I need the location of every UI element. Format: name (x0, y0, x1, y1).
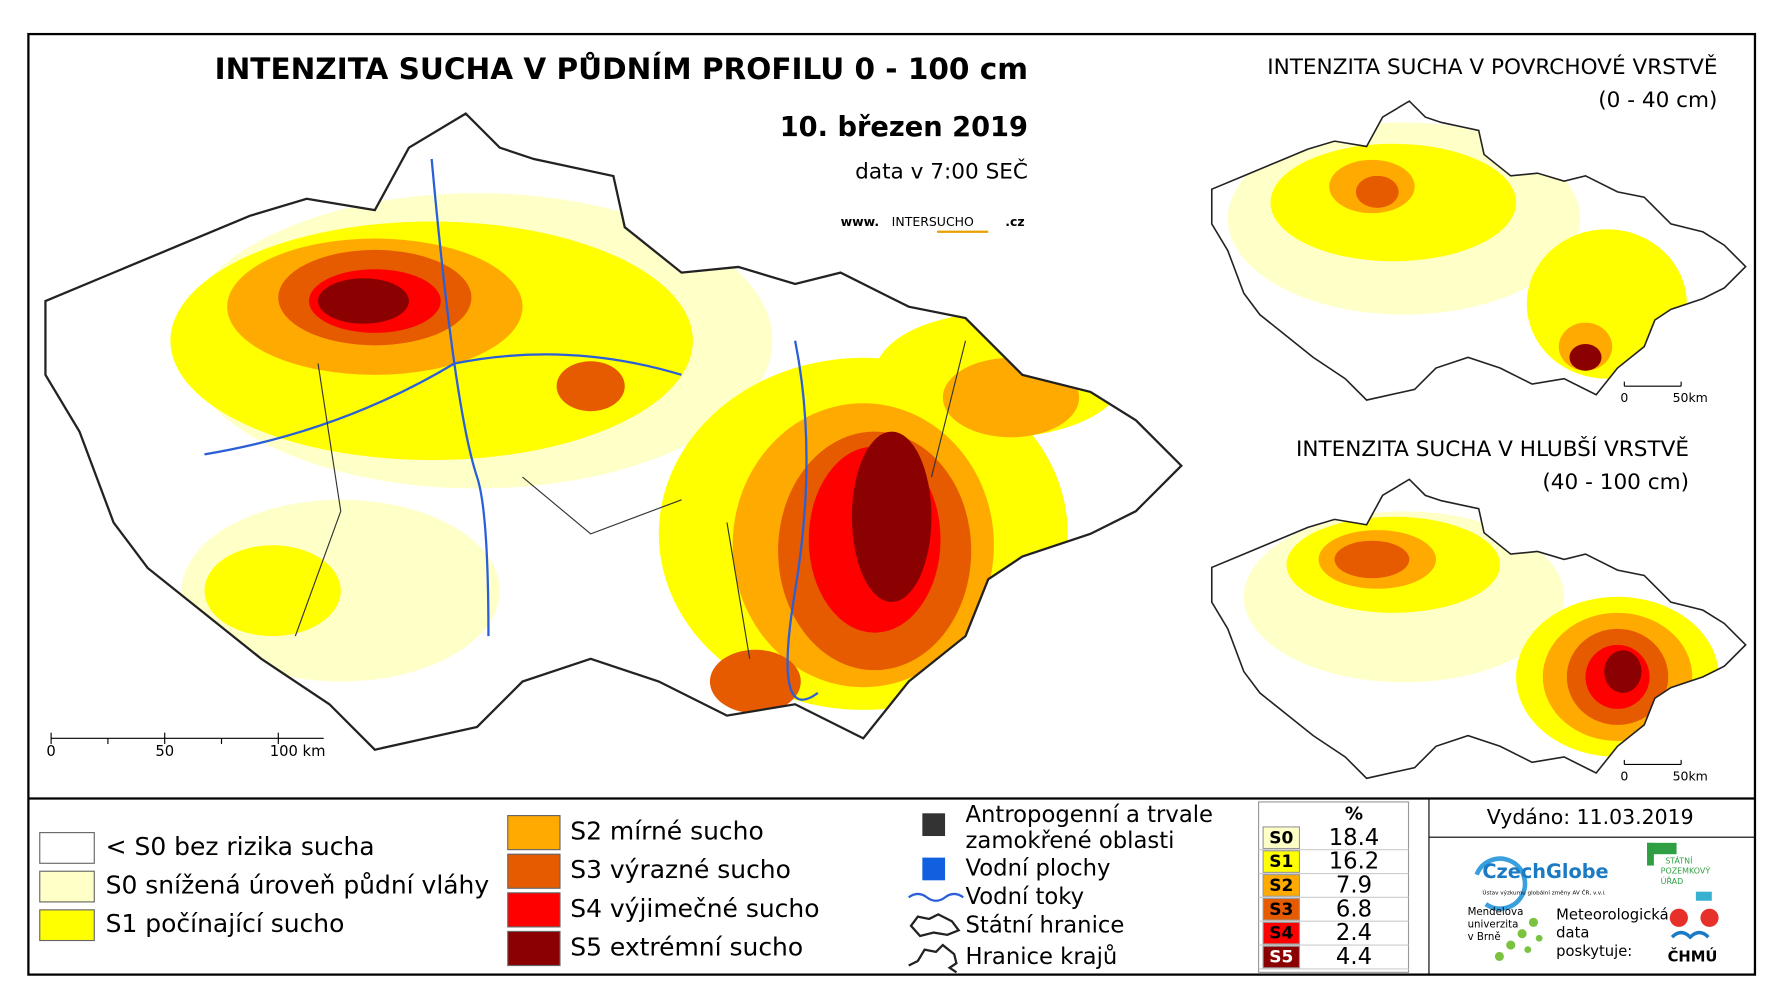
czechglobe-mark (1474, 856, 1528, 911)
surface-map (1210, 100, 1747, 401)
spu-logo: ÚŘAD (1661, 875, 1684, 886)
mendelu-logo: univerzita (1468, 920, 1519, 931)
legend-swatch (507, 815, 561, 851)
symbol-region-border (908, 943, 958, 974)
meteo-label: poskytuje: (1556, 943, 1632, 960)
chmu-mark (1670, 930, 1710, 940)
legend-swatch (39, 909, 95, 942)
spu-mark (1647, 842, 1677, 855)
percent-value: 4.4 (1336, 944, 1372, 970)
symbol-anthropogenic (922, 813, 946, 837)
czechglobe-logo: CzechGlobe (1482, 860, 1608, 883)
class-swatch (1262, 826, 1301, 850)
spu-logo: STÁTNÍ (1665, 855, 1693, 866)
data-time: data v 7:00 SEČ (855, 159, 1028, 185)
percent-value: 2.4 (1336, 920, 1372, 946)
scale-label: 0 (1620, 390, 1628, 405)
mendelu-logo: Mendelova (1468, 907, 1524, 918)
website-prefix: www. (841, 214, 880, 229)
main-scale-bar (50, 732, 324, 745)
scale-label: 100 km (270, 743, 326, 760)
legend-swatch (39, 870, 95, 903)
class-label: S4 (1269, 924, 1293, 944)
chmu-mark (1669, 908, 1688, 927)
table-frame (1258, 801, 1410, 973)
chmu-mark (1695, 891, 1712, 901)
inset-title: INTENZITA SUCHA V HLUBŠÍ VRSTVĚ (1296, 436, 1689, 462)
legend-label: S1 počínající sucho (106, 909, 345, 938)
legend-label: S0 snížená úroveň půdní vláhy (106, 871, 490, 900)
scale-label: 0 (1620, 768, 1628, 783)
legend-swatch (507, 930, 561, 967)
legend-label: Vodní plochy (966, 855, 1111, 881)
legend-label: Vodní toky (966, 884, 1085, 910)
symbol-river (908, 892, 964, 902)
legend-swatch (507, 892, 561, 928)
percent-value: 7.9 (1336, 873, 1372, 899)
class-swatch (1262, 897, 1301, 921)
spu-mark (1647, 842, 1654, 866)
legend-swatch (507, 853, 561, 889)
legend-label: S5 extrémní sucho (570, 932, 803, 961)
inset-title: INTENZITA SUCHA V POVRCHOVÉ VRSTVĚ (1267, 54, 1717, 80)
stats-table: % S0 18.4 S1 16.2 S2 7.9 S3 6.8 S4 2.4 S5 4.4 (1258, 801, 1410, 973)
meteo-label: data (1556, 925, 1589, 942)
percent-value: 18.4 (1329, 825, 1380, 851)
class-label: S2 (1269, 876, 1293, 896)
spu-logo: POZEMKOVÝ (1661, 865, 1711, 876)
website-suffix: .cz (1005, 214, 1024, 229)
table-header: % (1345, 803, 1363, 824)
scale-label: 0 (46, 743, 55, 760)
class-swatch (1262, 874, 1301, 897)
main-title: INTENZITA SUCHA V PŮDNÍM PROFILU 0 - 100… (215, 50, 1028, 86)
symbol-state-border (909, 913, 961, 938)
legend-label: S2 mírné sucho (570, 817, 764, 846)
issued-date: Vydáno: 11.03.2019 (1487, 805, 1694, 829)
mendelu-dots (1494, 917, 1543, 961)
class-swatch (1262, 850, 1301, 873)
other-legend: Antropogenní a trvale zamokřené oblasti … (908, 802, 1214, 974)
class-label: S3 (1269, 900, 1293, 920)
class-swatch (1262, 921, 1301, 945)
legend-swatch (39, 832, 95, 864)
scale-label: 50km (1673, 390, 1708, 405)
symbol-water (922, 857, 946, 881)
legend-label: Antropogenní a trvale (966, 802, 1214, 828)
inset-depth: (40 - 100 cm) (1542, 470, 1689, 495)
scale-label: 50 (155, 743, 174, 760)
drought-legend: < S0 bez rizika sucha S0 snížená úroveň p… (39, 815, 820, 967)
legend-label: S4 výjimečné sucho (570, 894, 819, 923)
mendelu-logo: v Brně (1468, 931, 1501, 943)
meteo-label: Meteorologická (1556, 907, 1668, 924)
logos: CzechGlobe Ústav výzkumu globální změny … (1468, 842, 1719, 966)
deep-map (1210, 478, 1747, 780)
class-swatch (1262, 945, 1301, 969)
czechglobe-sub: Ústav výzkumu globální změny AV ČR, v.v.… (1482, 889, 1606, 896)
map-date: 10. březen 2019 (780, 112, 1028, 143)
percent-value: 6.8 (1336, 896, 1372, 922)
percent-value: 16.2 (1329, 849, 1380, 875)
class-label: S0 (1269, 828, 1293, 848)
legend-label: Hranice krajů (966, 943, 1118, 970)
inset-scale-bar (1623, 759, 1682, 766)
class-label: S1 (1269, 852, 1293, 872)
legend-label: Státní hranice (966, 912, 1125, 938)
inset-depth: (0 - 40 cm) (1598, 88, 1717, 113)
main-map (44, 112, 1183, 751)
chmu-mark (1700, 908, 1719, 927)
legend-label: zamokřené oblasti (966, 828, 1175, 854)
scale-label: 50km (1673, 768, 1708, 783)
legend-label: S3 výrazné sucho (570, 855, 791, 884)
website-name: INTERSUCHO (892, 214, 974, 229)
inset-scale-bar (1623, 381, 1682, 387)
chmu-logo: ČHMÚ (1668, 948, 1718, 966)
class-label: S5 (1269, 948, 1293, 968)
legend-label: < S0 bez rizika sucha (106, 832, 375, 861)
